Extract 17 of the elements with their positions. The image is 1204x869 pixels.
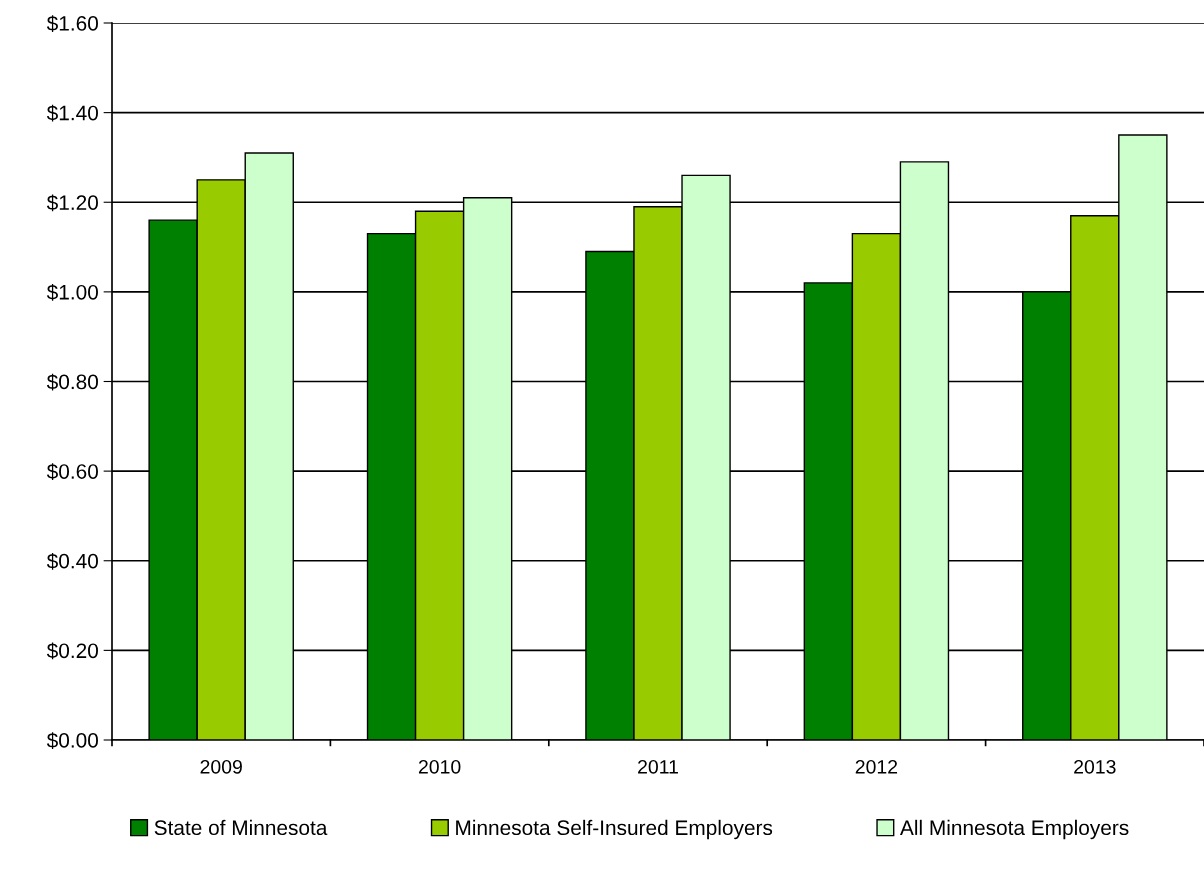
y-tick-label: $0.00	[46, 732, 98, 749]
y-tick-label: $1.40	[46, 104, 98, 122]
legend-label: State of Minnesota	[154, 819, 328, 836]
legend-label: All Minnesota Employers	[899, 819, 1129, 840]
y-tick-label: $0.60	[46, 463, 98, 481]
x-tick-label: 2011	[638, 759, 678, 774]
y-tick-label: $1.20	[46, 194, 98, 212]
y-tick-label: $0.20	[46, 642, 98, 660]
x-tick-label: 2012	[855, 759, 898, 774]
y-tick-label: $1.60	[46, 15, 98, 32]
legend-label: Minnesota Self-Insured Employers	[456, 819, 773, 840]
y-tick-label: $0.40	[46, 552, 98, 570]
x-tick-label: 2010	[418, 759, 461, 774]
y-tick-label: $0.80	[46, 373, 98, 391]
x-tick-label: 2013	[1074, 759, 1116, 774]
x-tick-label: 2009	[200, 759, 242, 774]
y-tick-label: $1.00	[46, 284, 98, 301]
